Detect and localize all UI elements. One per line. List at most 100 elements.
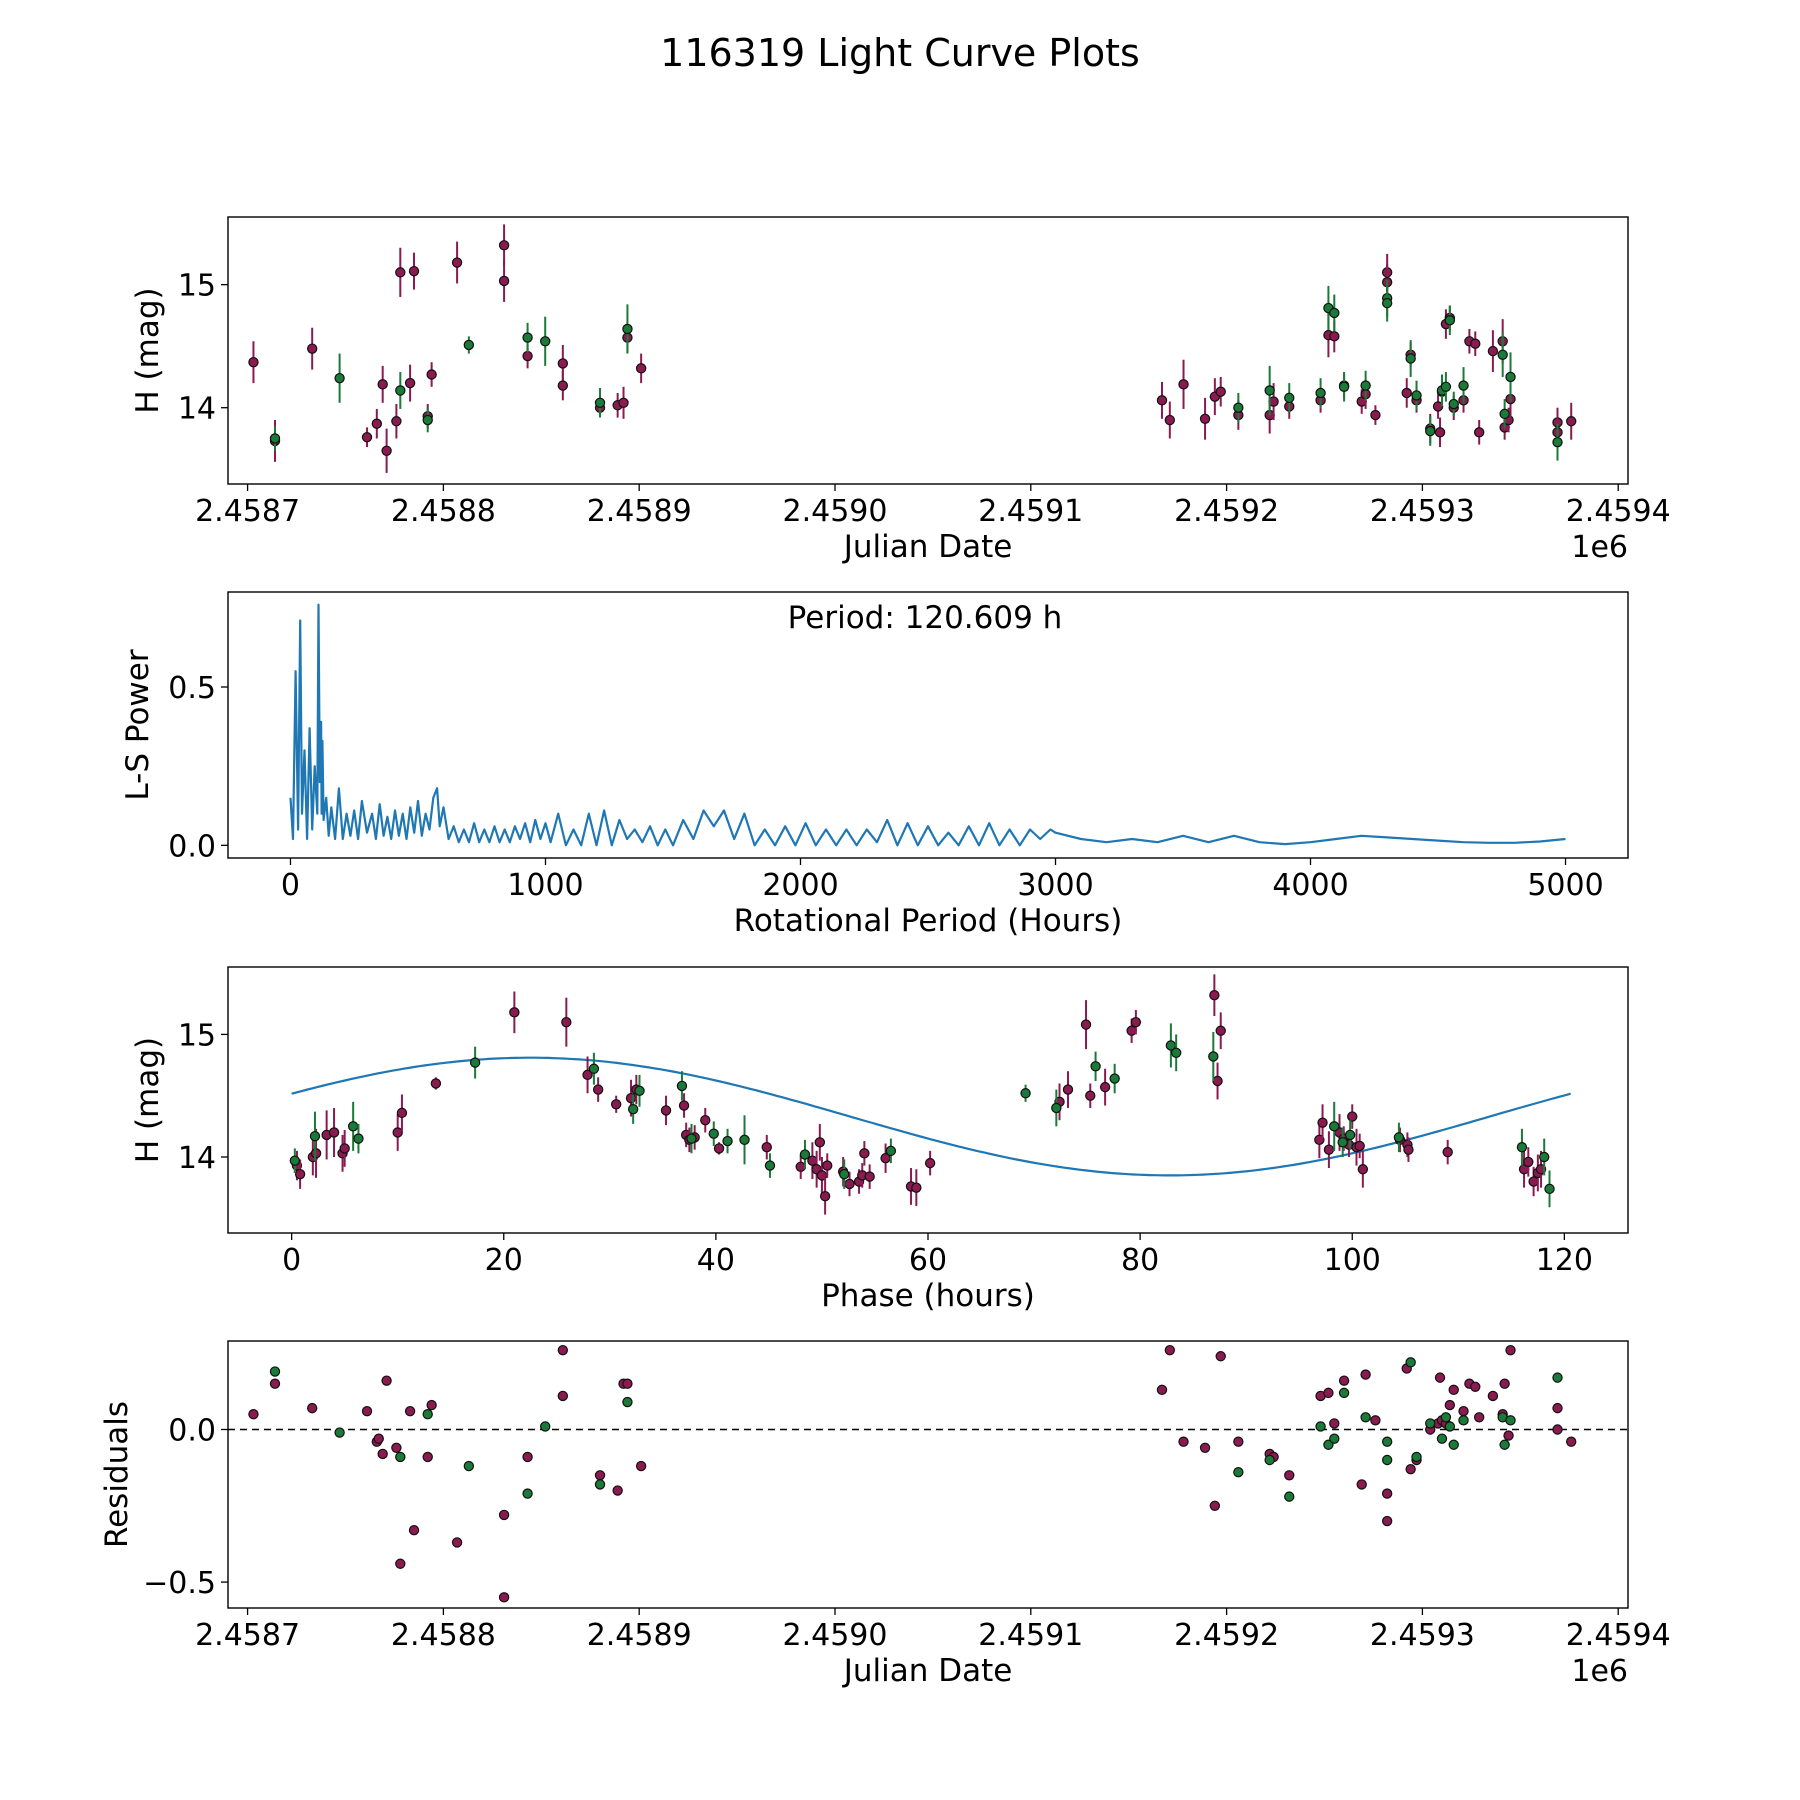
res-point-green bbox=[1505, 1415, 1516, 1426]
lc-point-green bbox=[1411, 390, 1422, 401]
res-point-red bbox=[1434, 1372, 1446, 1383]
phase-point-red bbox=[509, 1007, 520, 1018]
res-point-red bbox=[557, 1390, 569, 1402]
lc-point-red bbox=[557, 358, 569, 369]
res-point-green bbox=[463, 1460, 475, 1472]
phase-point-green bbox=[686, 1133, 697, 1144]
res-point-red bbox=[1499, 1378, 1510, 1389]
res-point-red bbox=[1381, 1488, 1393, 1499]
res-point-red bbox=[612, 1485, 623, 1496]
res-point-green bbox=[1315, 1421, 1326, 1432]
phase-point-red bbox=[1323, 1144, 1335, 1155]
res-point-red bbox=[451, 1537, 463, 1548]
phase-point-red bbox=[814, 1137, 826, 1148]
ls-ytick-label: 0.5 bbox=[168, 671, 216, 706]
phase-xtick-label: 100 bbox=[1324, 1243, 1381, 1278]
res-point-red bbox=[361, 1405, 373, 1417]
res-point-red bbox=[522, 1451, 533, 1463]
phase-point-red bbox=[1080, 1019, 1092, 1030]
lc-point-red bbox=[522, 350, 533, 362]
lc-point-red bbox=[1434, 427, 1446, 438]
phase-point-red bbox=[1212, 1075, 1223, 1087]
res-points bbox=[248, 1344, 1577, 1603]
lc-point-green bbox=[463, 339, 475, 351]
lc-point-green bbox=[1338, 381, 1350, 392]
lc-point-green bbox=[1405, 353, 1416, 364]
res-axes: 2.4587 2.4588 2.4589 2.4590 2.4591 2.4592 2.45… bbox=[99, 1340, 1671, 1689]
lc-point-red bbox=[635, 363, 647, 374]
phase-point-green bbox=[885, 1145, 897, 1157]
lc-point-red bbox=[618, 397, 629, 408]
res-point-red bbox=[391, 1442, 402, 1454]
res-point-green bbox=[594, 1479, 606, 1490]
phase-point-red bbox=[1130, 1016, 1142, 1028]
res-point-green bbox=[1323, 1439, 1334, 1450]
res-xtick-label: 2.4587 bbox=[195, 1618, 300, 1653]
ls-xlabel: Rotational Period (Hours) bbox=[734, 903, 1123, 939]
lc-xtick-label: 2.4587 bbox=[195, 494, 300, 529]
lc-xtick-label: 2.4591 bbox=[978, 494, 1083, 529]
res-point-green bbox=[422, 1409, 433, 1420]
lc-point-red bbox=[248, 356, 259, 368]
lc-point-green bbox=[522, 332, 533, 343]
phase-point-red bbox=[678, 1100, 690, 1111]
res-point-green bbox=[1381, 1436, 1393, 1447]
lc-point-red bbox=[1329, 331, 1340, 342]
res-point-red bbox=[373, 1433, 384, 1444]
phase-xlabel: Phase (hours) bbox=[821, 1278, 1035, 1314]
lc-xlabel: Julian Date bbox=[842, 529, 1013, 565]
res-point-red bbox=[426, 1399, 437, 1411]
lc-point-green bbox=[269, 433, 281, 444]
phase-point-red bbox=[396, 1107, 408, 1119]
phase-point-green bbox=[289, 1155, 301, 1166]
lc-point-red bbox=[361, 432, 373, 443]
res-point-red bbox=[1381, 1515, 1393, 1527]
phase-point-green bbox=[1020, 1088, 1031, 1099]
res-point-red bbox=[377, 1448, 388, 1460]
phase-point-green bbox=[1544, 1183, 1555, 1195]
ls-xtick-label: 2000 bbox=[762, 868, 838, 903]
res-point-red bbox=[1178, 1436, 1189, 1447]
lc-point-green bbox=[1381, 297, 1393, 309]
lc-xtick-label: 2.4592 bbox=[1174, 494, 1279, 529]
phase-ytick-label: 14 bbox=[178, 1141, 216, 1176]
lc-axes: 2.4587 2.4588 2.4589 2.4590 2.4591 2.4592 2.45… bbox=[130, 216, 1671, 565]
phase-point-green bbox=[722, 1135, 733, 1147]
res-point-green bbox=[1458, 1415, 1469, 1426]
res-xlabel: Julian Date bbox=[842, 1653, 1013, 1689]
res-point-red bbox=[1448, 1384, 1459, 1396]
ls-ytick-label: 0.0 bbox=[168, 829, 216, 864]
lc-point-red bbox=[1215, 386, 1226, 397]
lc-point-green bbox=[540, 336, 551, 347]
res-point-red bbox=[1164, 1344, 1176, 1356]
phase-point-red bbox=[1126, 1025, 1137, 1036]
lc-xtick-label: 2.4588 bbox=[391, 494, 496, 529]
ls-axes: 0 1000 2000 3000 4000 5000 0.0 0.5 Rotational Pe… bbox=[120, 591, 1629, 939]
lc-point-red bbox=[1473, 427, 1485, 438]
res-point-red bbox=[395, 1558, 406, 1569]
res-point-red bbox=[1284, 1470, 1295, 1481]
res-point-red bbox=[1405, 1463, 1416, 1475]
phase-point-red bbox=[1062, 1084, 1074, 1095]
lc-point-red bbox=[426, 369, 437, 380]
res-point-green bbox=[1338, 1387, 1350, 1399]
phase-point-red bbox=[1317, 1117, 1328, 1128]
ls-xtick-label: 3000 bbox=[1017, 868, 1093, 903]
res-xtick-label: 2.4594 bbox=[1566, 1618, 1671, 1653]
phase-point-red bbox=[310, 1148, 322, 1159]
phase-point-green bbox=[799, 1149, 811, 1160]
phase-point-red bbox=[392, 1127, 403, 1138]
res-point-green bbox=[1552, 1372, 1563, 1383]
lc-point-green bbox=[1552, 436, 1563, 448]
phase-point-red bbox=[1209, 989, 1220, 1001]
ls-xtick-label: 5000 bbox=[1527, 868, 1603, 903]
lc-ylabel: H (mag) bbox=[130, 287, 166, 413]
lc-point-green bbox=[1458, 380, 1469, 391]
lc-point-green bbox=[1360, 380, 1371, 391]
res-xtick-label: 2.4589 bbox=[587, 1618, 692, 1653]
res-point-red bbox=[381, 1375, 392, 1386]
lc-point-red bbox=[1401, 387, 1412, 399]
phase-point-red bbox=[328, 1127, 340, 1138]
res-point-green bbox=[269, 1366, 281, 1377]
phase-point-red bbox=[582, 1069, 593, 1081]
